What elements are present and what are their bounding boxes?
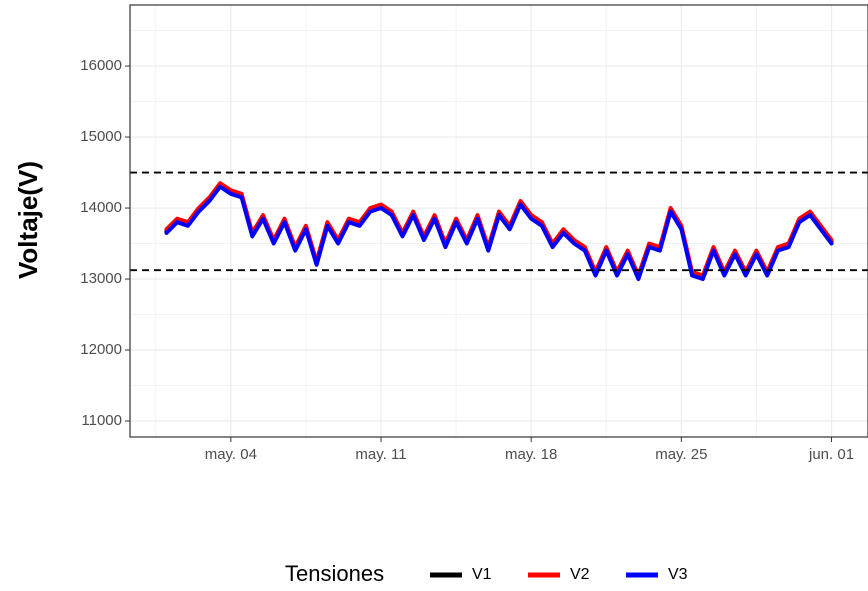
legend-label: V3 <box>668 566 688 583</box>
series-line <box>164 184 834 281</box>
x-tick-label: may. 25 <box>655 446 707 463</box>
y-tick-label: 12000 <box>80 341 122 358</box>
legend-title: Tensiones <box>285 561 384 586</box>
y-axis-title: Voltaje(V) <box>13 161 43 279</box>
legend-label: V1 <box>472 566 492 583</box>
legend-label: V2 <box>570 566 590 583</box>
x-tick-label: may. 18 <box>505 446 557 463</box>
y-tick-label: 16000 <box>80 57 122 74</box>
y-tick-label: 11000 <box>81 412 122 429</box>
y-tick-label: 13000 <box>80 270 122 287</box>
x-tick-label: jun. 01 <box>808 446 854 463</box>
x-tick-label: may. 04 <box>205 446 257 463</box>
plot-border <box>129 4 868 438</box>
x-tick-label: may. 11 <box>355 446 406 463</box>
y-tick-label: 15000 <box>80 128 122 145</box>
y-tick-label: 14000 <box>80 199 122 216</box>
